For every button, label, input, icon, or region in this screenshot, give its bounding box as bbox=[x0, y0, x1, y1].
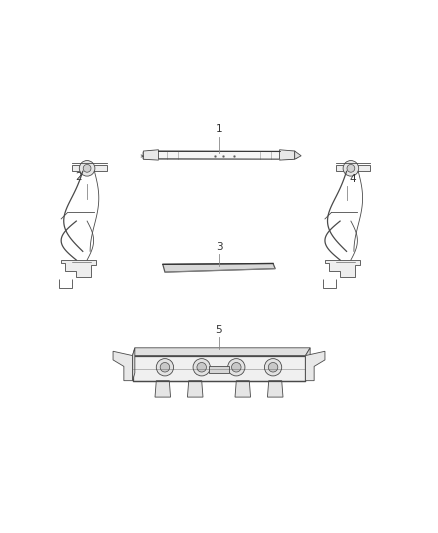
Polygon shape bbox=[163, 263, 275, 272]
Circle shape bbox=[79, 160, 95, 176]
Polygon shape bbox=[133, 348, 135, 381]
Circle shape bbox=[347, 165, 355, 172]
Polygon shape bbox=[279, 150, 295, 160]
Polygon shape bbox=[325, 260, 360, 277]
Polygon shape bbox=[133, 348, 310, 356]
Circle shape bbox=[156, 359, 173, 376]
Polygon shape bbox=[268, 381, 283, 397]
Polygon shape bbox=[235, 381, 251, 397]
Text: 5: 5 bbox=[215, 325, 223, 335]
Circle shape bbox=[265, 359, 282, 376]
Polygon shape bbox=[61, 260, 96, 277]
Text: 2: 2 bbox=[75, 172, 82, 182]
Polygon shape bbox=[72, 165, 106, 172]
Polygon shape bbox=[305, 351, 325, 381]
Text: 4: 4 bbox=[350, 174, 357, 184]
Polygon shape bbox=[187, 381, 203, 397]
Circle shape bbox=[197, 362, 206, 372]
Bar bbox=[209, 366, 229, 373]
Circle shape bbox=[228, 359, 245, 376]
Polygon shape bbox=[113, 351, 133, 381]
Polygon shape bbox=[143, 150, 159, 160]
Polygon shape bbox=[155, 381, 170, 397]
Circle shape bbox=[193, 359, 210, 376]
Circle shape bbox=[160, 362, 170, 372]
Text: 3: 3 bbox=[215, 242, 223, 252]
Text: 1: 1 bbox=[215, 124, 223, 134]
Polygon shape bbox=[305, 348, 310, 381]
Polygon shape bbox=[143, 151, 297, 159]
Polygon shape bbox=[336, 165, 371, 172]
Circle shape bbox=[83, 165, 91, 172]
Circle shape bbox=[232, 362, 241, 372]
Circle shape bbox=[343, 160, 359, 176]
Circle shape bbox=[268, 362, 278, 372]
Polygon shape bbox=[295, 151, 301, 159]
Polygon shape bbox=[133, 356, 305, 381]
